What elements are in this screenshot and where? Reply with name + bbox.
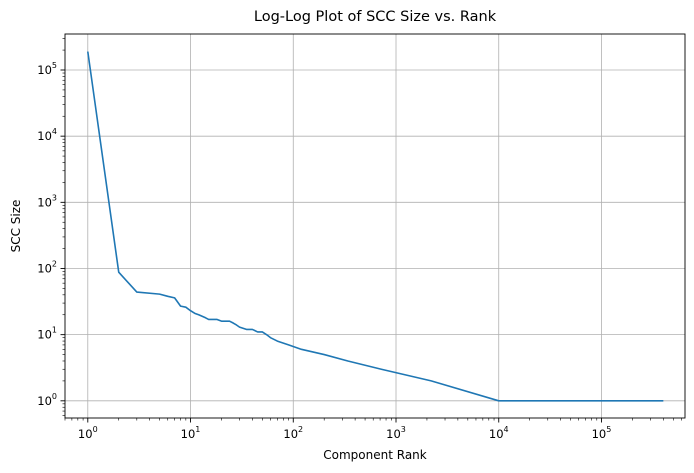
x-tick-label-base: 10 xyxy=(489,427,504,441)
x-tick-label-4: 104 xyxy=(489,425,509,441)
y-tick-label-exp: 3 xyxy=(52,193,57,202)
x-tick-label-base: 10 xyxy=(78,427,93,441)
x-tick-label-5: 105 xyxy=(592,425,612,441)
x-tick-label-2: 102 xyxy=(283,425,303,441)
x-axis-ticks: 100 101 102 103 104 105 xyxy=(78,418,611,441)
x-axis-label: Component Rank xyxy=(323,448,427,462)
x-tick-label-exp: 5 xyxy=(606,425,611,434)
y-tick-label-base: 10 xyxy=(37,63,52,77)
x-tick-label-3: 103 xyxy=(386,425,406,441)
chart-title: Log-Log Plot of SCC Size vs. Rank xyxy=(254,9,497,25)
x-tick-label-1: 101 xyxy=(181,425,201,441)
y-tick-label-exp: 0 xyxy=(52,392,57,401)
series-line-0 xyxy=(86,51,664,402)
y-tick-label-base: 10 xyxy=(37,195,52,209)
x-tick-label-base: 10 xyxy=(386,427,401,441)
y-tick-label-2: 102 xyxy=(37,259,57,275)
y-tick-label-base: 10 xyxy=(37,394,52,408)
y-tick-label-1: 101 xyxy=(37,326,57,342)
y-tick-label-exp: 4 xyxy=(52,127,57,136)
y-tick-label-3: 103 xyxy=(37,193,57,209)
grid-lines xyxy=(65,34,685,418)
y-tick-label-exp: 5 xyxy=(52,61,57,70)
series-layer xyxy=(86,51,664,402)
y-axis-label: SCC Size xyxy=(9,200,23,253)
y-tick-label-base: 10 xyxy=(37,328,52,342)
plot-frame xyxy=(64,33,686,419)
x-tick-label-base: 10 xyxy=(592,427,607,441)
x-tick-label-base: 10 xyxy=(181,427,196,441)
y-tick-label-base: 10 xyxy=(37,129,52,143)
y-tick-label-exp: 1 xyxy=(52,326,57,335)
x-tick-label-exp: 0 xyxy=(93,425,98,434)
x-tick-label-0: 100 xyxy=(78,425,98,441)
y-tick-label-exp: 2 xyxy=(52,259,57,268)
x-tick-label-exp: 3 xyxy=(401,425,406,434)
x-tick-label-exp: 4 xyxy=(504,425,509,434)
y-tick-label-4: 104 xyxy=(37,127,57,143)
y-tick-label-base: 10 xyxy=(37,261,52,275)
x-tick-label-exp: 2 xyxy=(298,425,303,434)
x-tick-label-exp: 1 xyxy=(195,425,200,434)
x-tick-label-base: 10 xyxy=(283,427,298,441)
y-tick-label-5: 105 xyxy=(37,61,57,77)
y-tick-label-0: 100 xyxy=(37,392,57,408)
